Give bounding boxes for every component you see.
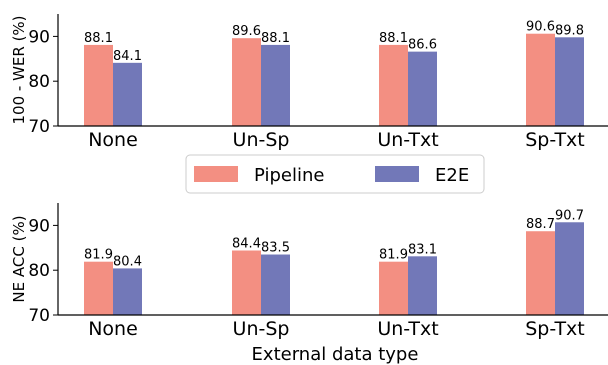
chart-panel-ne-acc: 81.9 84.4 81.9 88.7 80.4 83.5 83.1 90.7 70 80 90 No… xyxy=(10,203,608,365)
bar-value-label: 88.1 xyxy=(84,31,113,46)
bar-value-label: 81.9 xyxy=(84,248,113,263)
bar-e2e-un-txt xyxy=(408,51,437,126)
bar-value-label: 89.8 xyxy=(555,23,584,38)
bar-value-label: 90.6 xyxy=(526,20,555,35)
bar-value-label: 88.1 xyxy=(379,31,408,46)
x-category-label: Un-Txt xyxy=(377,318,438,340)
bar-value-label: 83.1 xyxy=(408,242,437,257)
bar-e2e-sp-txt xyxy=(555,222,584,315)
x-category-label: None xyxy=(88,129,138,151)
bar-value-label: 81.9 xyxy=(379,248,408,263)
x-category-label: Sp-Txt xyxy=(525,129,585,151)
bar-e2e-none xyxy=(113,62,142,126)
bar-pipeline-un-txt xyxy=(379,44,408,126)
bar-pipeline-un-sp xyxy=(232,38,261,126)
bar-e2e-un-sp xyxy=(261,254,290,315)
bar-pipeline-un-txt xyxy=(379,261,408,315)
legend-swatch-pipeline xyxy=(194,166,238,182)
bar-pipeline-none xyxy=(84,44,113,126)
x-category-label: Un-Sp xyxy=(233,318,290,340)
bar-e2e-none xyxy=(113,268,142,315)
bar-value-label: 88.1 xyxy=(261,31,290,46)
legend-box xyxy=(185,154,485,194)
y-axis-title: NE ACC (%) xyxy=(10,215,28,302)
bar-value-label: 89.6 xyxy=(232,24,261,39)
bar-value-label: 83.5 xyxy=(261,241,290,256)
legend-label-pipeline: Pipeline xyxy=(254,165,324,186)
y-axis-title: 100 - WER (%) xyxy=(10,15,28,124)
legend-swatch-e2e xyxy=(375,166,419,182)
bar-value-label: 86.6 xyxy=(408,38,437,53)
y-tick-label: 70 xyxy=(28,117,50,137)
bar-value-label: 80.4 xyxy=(113,254,142,269)
bar-e2e-un-sp xyxy=(261,44,290,126)
bar-e2e-sp-txt xyxy=(555,37,584,126)
x-category-label: None xyxy=(88,318,138,340)
bar-value-label: 84.1 xyxy=(113,49,142,64)
bar-value-label: 90.7 xyxy=(555,208,584,223)
bar-value-label: 84.4 xyxy=(232,236,261,251)
x-category-label: Sp-Txt xyxy=(525,318,585,340)
y-tick-label: 90 xyxy=(28,27,50,47)
legend-label-e2e: E2E xyxy=(435,165,469,186)
bar-pipeline-sp-txt xyxy=(526,33,555,126)
bar-e2e-un-txt xyxy=(408,256,437,315)
x-category-label: Un-Txt xyxy=(377,129,438,151)
x-category-label: Un-Sp xyxy=(233,129,290,151)
bar-pipeline-none xyxy=(84,261,113,315)
y-tick-label: 90 xyxy=(28,216,50,236)
bar-pipeline-sp-txt xyxy=(526,231,555,315)
bar-value-label: 88.7 xyxy=(526,217,555,232)
y-tick-label: 80 xyxy=(28,72,50,92)
legend: Pipeline E2E xyxy=(185,154,485,194)
chart-panel-wer: 88.1 89.6 88.190.684.188.1 86.689.8708090No… xyxy=(10,14,608,151)
y-tick-label: 70 xyxy=(28,306,50,326)
x-axis-title: External data type xyxy=(252,344,419,365)
y-tick-label: 80 xyxy=(28,261,50,281)
bar-pipeline-un-sp xyxy=(232,250,261,315)
